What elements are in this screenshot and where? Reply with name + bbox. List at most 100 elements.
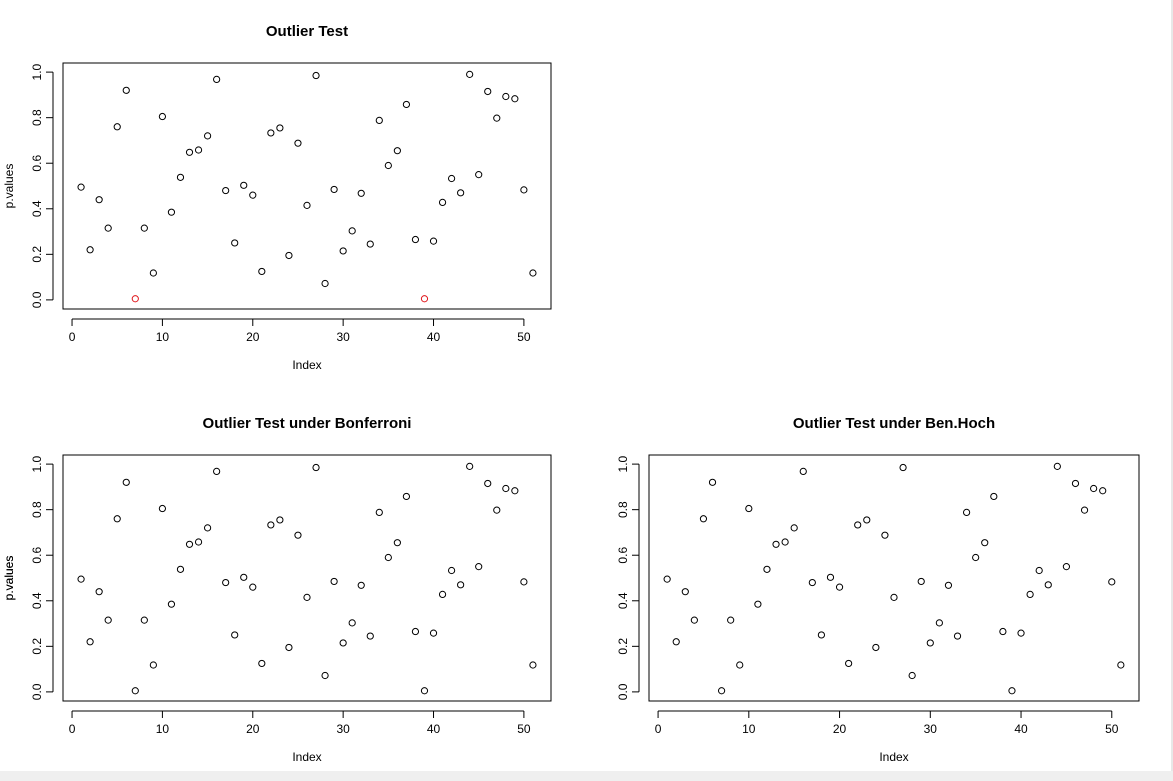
data-point [1080,506,1089,514]
data-point [826,573,835,581]
data-point [845,659,853,668]
x-tick-label: 50 [1105,722,1119,736]
y-tick-label: 0.0 [30,291,44,308]
data-point [502,484,510,493]
data-point [294,531,302,539]
data-point [339,639,347,647]
data-point [808,578,816,587]
data-point [285,643,293,652]
data-point [95,196,103,204]
data-point [303,201,311,209]
data-point [438,198,447,206]
data-point [213,75,221,84]
data-point [1035,566,1043,575]
data-point [690,616,698,624]
x-axis-label: Index [879,750,908,764]
data-point [457,189,465,197]
data-point [1008,687,1016,695]
data-point [817,631,826,639]
data-point [222,578,230,587]
y-tick-label: 0.8 [30,501,44,518]
data-point [708,478,717,486]
data-point [990,492,998,501]
data-point [222,186,230,195]
x-tick-label: 0 [69,722,76,736]
data-point [258,267,266,276]
data-point [149,661,157,669]
data-point [104,616,112,624]
y-tick-label: 1.0 [30,455,44,472]
data-point [736,661,744,669]
data-point [429,237,438,245]
data-point [1117,661,1125,669]
x-tick-label: 10 [156,722,170,736]
y-tick-label: 0.0 [616,683,630,700]
data-point [140,616,148,624]
data-point [384,161,392,170]
data-point [77,575,85,583]
data-point [529,661,537,669]
data-point [484,479,492,488]
data-point [1090,484,1098,493]
outlier-point [420,295,429,303]
data-point [375,508,383,517]
x-tick-label: 40 [1014,722,1028,736]
data-point [935,619,943,627]
data-point [663,575,671,583]
y-tick-label: 0.6 [30,547,44,564]
data-point [357,189,365,197]
window-bottom-edge [0,771,1173,781]
data-point [999,627,1007,636]
data-point [140,224,148,232]
data-point [981,539,989,547]
data-point [727,616,735,624]
data-point [475,171,483,179]
data-point [312,463,320,472]
plot-frame [62,62,552,310]
data-point [881,531,889,539]
data-point [203,132,212,140]
data-point [717,687,726,695]
data-point [194,146,203,154]
x-tick-label: 30 [924,722,938,736]
data-point [267,129,275,137]
data-point [185,540,194,548]
data-point [213,467,221,475]
data-point [835,583,844,591]
y-tick-label: 0.4 [30,592,44,609]
data-point [267,521,275,529]
data-point [104,224,112,232]
data-point [466,70,474,78]
data-point [357,581,365,589]
y-tick-label: 0.4 [30,200,44,217]
data-point [330,577,338,586]
data-point [502,92,510,101]
panel-outlier-test-ben-hoch: Outlier Test under Ben.Hoch Index p.values… [2,415,1140,764]
data-point [484,87,492,96]
data-point [944,581,953,589]
data-point [231,239,239,247]
data-point [131,687,139,695]
data-point [962,508,971,517]
x-tick-label: 10 [156,330,170,344]
window-right-edge [1171,0,1173,781]
data-point [953,632,962,640]
y-tick-label: 0.0 [30,683,44,700]
data-point [520,186,528,194]
data-point [429,629,438,637]
x-tick-label: 20 [833,722,847,736]
data-point [1026,590,1034,599]
y-tick-label: 1.0 [30,63,44,80]
data-point [231,631,239,639]
y-tick-label: 0.2 [30,246,44,263]
data-point [763,565,771,573]
data-point [872,643,880,652]
data-point [781,538,789,546]
data-point [772,540,780,548]
data-point [926,639,934,647]
data-point [438,590,447,599]
chart-title: Outlier Test [266,23,348,40]
data-point [411,627,420,636]
data-point [113,515,121,523]
